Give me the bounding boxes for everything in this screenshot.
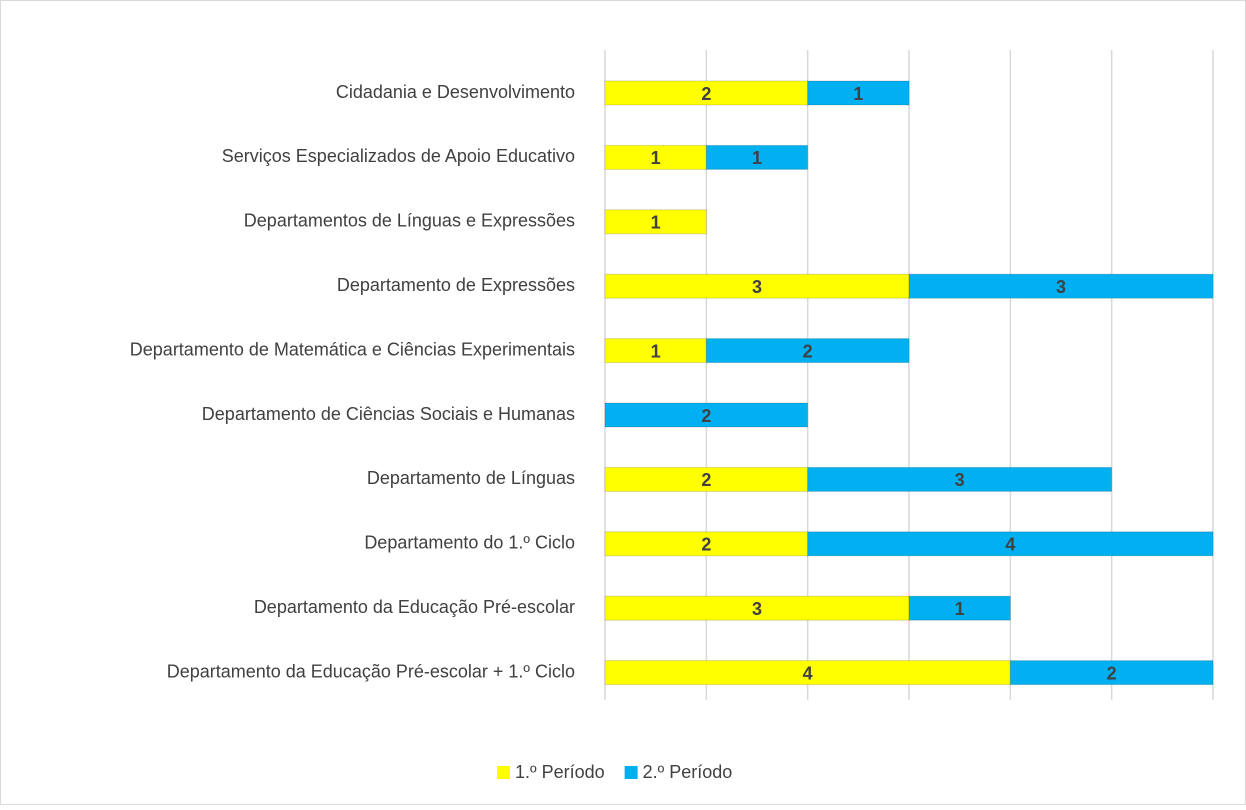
data-label: 1 <box>651 341 661 361</box>
category-label: Departamento do 1.º Ciclo <box>364 533 575 553</box>
bar-segment <box>807 531 1214 557</box>
data-label: 2 <box>803 341 813 361</box>
legend-label: 2.º Período <box>643 762 733 782</box>
category-label: Departamento de Matemática e Ciências Ex… <box>130 339 575 359</box>
data-label: 2 <box>701 470 711 490</box>
bar-segment <box>807 466 1113 492</box>
bar-segment <box>604 402 809 428</box>
category-label: Departamentos de Línguas e Expressões <box>244 211 575 231</box>
category-label: Serviços Especializados de Apoio Educati… <box>222 146 575 166</box>
bar-segment <box>604 80 809 106</box>
data-label: 3 <box>955 470 965 490</box>
data-label: 3 <box>752 599 762 619</box>
legend-swatch <box>497 766 510 779</box>
bar-segment <box>908 273 1214 299</box>
bar-segment <box>705 144 809 170</box>
data-label: 2 <box>701 535 711 555</box>
bar-segment <box>1009 660 1214 686</box>
category-label: Departamento de Línguas <box>367 468 575 488</box>
data-label: 1 <box>752 148 762 168</box>
bar-segment <box>604 595 910 621</box>
data-label: 3 <box>752 277 762 297</box>
legend-label: 1.º Período <box>515 762 605 782</box>
data-label: 4 <box>803 663 813 683</box>
data-label: 3 <box>1056 277 1066 297</box>
category-label: Departamento da Educação Pré-escolar + 1… <box>167 661 575 681</box>
bar-segment <box>807 80 910 106</box>
data-label: 1 <box>651 213 661 233</box>
category-label: Departamento de Ciências Sociais e Human… <box>202 404 575 424</box>
bar-segment <box>604 209 707 235</box>
data-label: 2 <box>701 406 711 426</box>
bar-segment <box>604 144 707 170</box>
category-label: Departamento da Educação Pré-escolar <box>254 597 575 617</box>
data-label: 1 <box>955 599 965 619</box>
bar-segment <box>908 595 1011 621</box>
data-label: 2 <box>1107 663 1117 683</box>
bar-segment <box>604 531 809 557</box>
category-label: Departamento de Expressões <box>337 275 575 295</box>
data-label: 1 <box>651 148 661 168</box>
bar-segment <box>604 338 707 364</box>
data-label: 4 <box>1005 535 1015 555</box>
data-label: 1 <box>853 84 863 104</box>
legend-swatch <box>624 766 638 779</box>
bar-segment <box>705 338 910 364</box>
category-label: Cidadania e Desenvolvimento <box>336 82 575 102</box>
data-label: 2 <box>701 84 711 104</box>
